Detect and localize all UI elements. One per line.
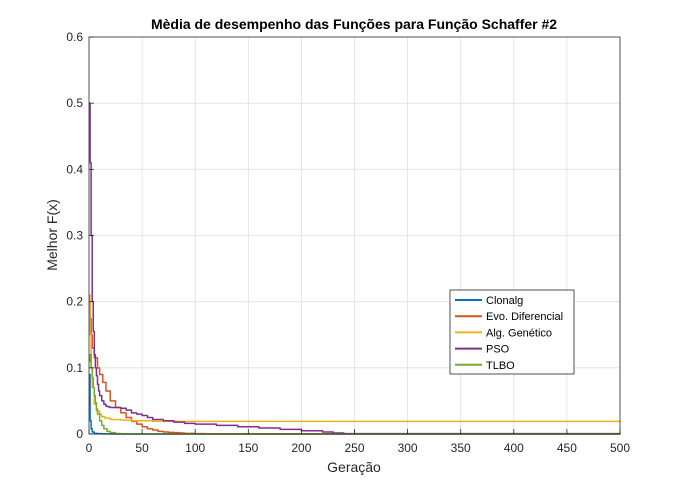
y-tick-label: 0.1	[66, 361, 83, 375]
legend-entry: Evo. Diferencial	[486, 311, 563, 323]
x-tick-label: 0	[86, 441, 93, 455]
x-tick-label: 400	[504, 441, 524, 455]
y-tick-label: 0.4	[66, 162, 83, 176]
legend-entry: TLBO	[486, 360, 515, 372]
x-tick-label: 200	[291, 441, 311, 455]
legend-entry: PSO	[486, 344, 510, 356]
x-tick-label: 300	[398, 441, 418, 455]
x-tick-label: 100	[185, 441, 205, 455]
x-tick-label: 450	[557, 441, 577, 455]
x-tick-label: 150	[238, 441, 258, 455]
x-axis-label: Geração	[327, 459, 381, 475]
y-tick-label: 0.2	[66, 295, 83, 309]
y-tick-label: 0.3	[66, 229, 83, 243]
y-tick-label: 0.6	[66, 30, 83, 44]
x-tick-label: 50	[135, 441, 149, 455]
legend: Clonalg Evo. Diferencial Alg. Genético PSO T…	[450, 290, 574, 374]
legend-entry: Alg. Genético	[486, 327, 552, 339]
legend-entry: Clonalg	[486, 295, 523, 307]
y-axis-label: Melhor F(x)	[44, 199, 60, 271]
x-tick-label: 250	[344, 441, 364, 455]
x-tick-label: 500	[610, 441, 630, 455]
y-tick-label: 0	[76, 427, 83, 441]
y-tick-label: 0.5	[66, 96, 83, 110]
chart-title: Mèdia de desempenho das Funções para Fun…	[151, 16, 557, 32]
x-tick-label: 350	[451, 441, 471, 455]
